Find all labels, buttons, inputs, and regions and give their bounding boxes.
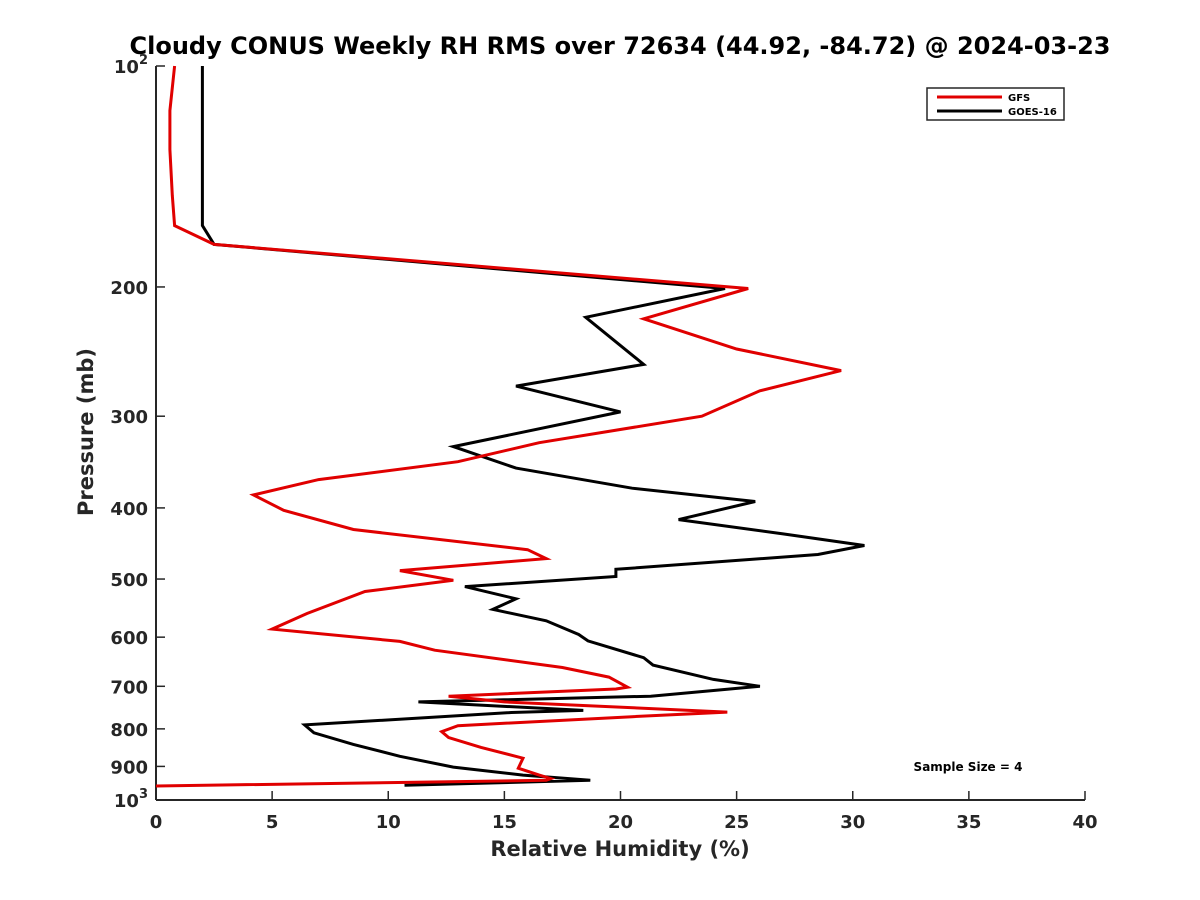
x-axis-ticks: 0 5 10 15 20 25 30 35 40 <box>150 791 1098 833</box>
sample-size-annotation: Sample Size = 4 <box>914 760 1023 774</box>
x-tick-label: 5 <box>266 812 279 833</box>
x-tick-label: 25 <box>724 812 749 833</box>
y-tick-label: 600 <box>110 628 148 649</box>
legend-label: GFS <box>1008 93 1030 104</box>
y-tick-label: 300 <box>110 407 148 428</box>
y-tick-label: 103 <box>114 787 148 812</box>
x-tick-label: 10 <box>376 812 401 833</box>
legend-box <box>926 87 1065 121</box>
y-axis-label: Pressure (mb) <box>74 348 98 516</box>
x-tick-label: 35 <box>956 812 981 833</box>
y-tick-label: 102 <box>114 53 148 78</box>
y-tick-label: 700 <box>110 677 148 698</box>
legend: GFS GOES-16 <box>926 87 1065 121</box>
y-axis-ticks: 102 200 300 400 500 600 700 800 900 103 <box>110 53 165 812</box>
axes <box>155 66 1085 801</box>
legend-label: GOES-16 <box>1008 107 1057 118</box>
y-tick-label: 900 <box>110 757 148 778</box>
x-tick-label: 15 <box>492 812 517 833</box>
x-tick-label: 40 <box>1072 812 1097 833</box>
x-tick-label: 30 <box>840 812 865 833</box>
x-tick-label: 0 <box>150 812 163 833</box>
y-tick-label: 500 <box>110 570 148 591</box>
series-line-gfs <box>155 65 842 788</box>
x-axis-label: Relative Humidity (%) <box>490 837 749 861</box>
y-tick-label: 800 <box>110 720 148 741</box>
series-line-goes-16 <box>200 66 865 787</box>
chart-title: Cloudy CONUS Weekly RH RMS over 72634 (4… <box>130 32 1111 60</box>
y-tick-label: 400 <box>110 499 148 520</box>
y-tick-label: 200 <box>110 278 148 299</box>
series-lines <box>155 65 865 788</box>
x-tick-label: 20 <box>608 812 633 833</box>
